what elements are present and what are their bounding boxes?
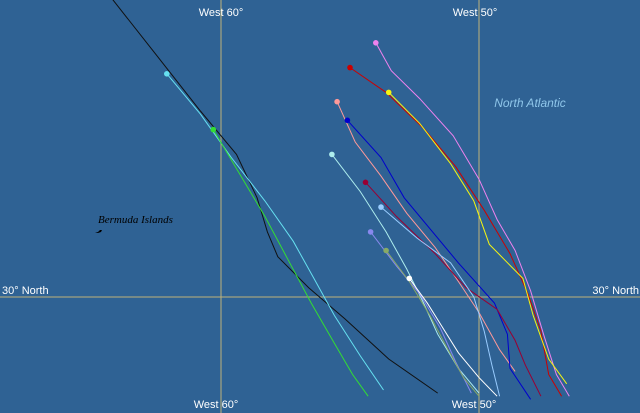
storm-track-5 [349, 67, 563, 397]
storm-track-8 [347, 119, 532, 400]
storm-start-marker-5 [347, 64, 353, 71]
storm-start-marker-9 [362, 179, 369, 186]
storm-start-marker-11 [378, 204, 384, 210]
ocean-label: North Atlantic [494, 96, 566, 110]
storm-start-marker-7 [334, 98, 340, 105]
storm-start-marker-8 [344, 117, 351, 124]
storm-start-marker-4 [373, 40, 379, 46]
west60-bottom-label: West 60° [194, 399, 239, 411]
storm-start-marker-13 [383, 247, 389, 254]
bermuda-island-shape [95, 230, 102, 233]
storm-track-12 [370, 231, 472, 394]
storm-track-1 [112, 0, 438, 394]
storm-track-6 [388, 92, 568, 385]
west50-top-label: West 50° [453, 7, 498, 19]
storm-track-13 [385, 250, 480, 397]
storm-start-marker-2 [164, 71, 170, 77]
storm-start-marker-14 [406, 275, 413, 282]
west50-bottom-label: West 50° [452, 399, 497, 411]
storm-start-marker-6 [385, 89, 392, 96]
bermuda-label: Bermuda Islands [98, 214, 173, 226]
north30-left-label: 30° North [2, 285, 49, 297]
storm-tracks [112, 0, 570, 400]
storm-start-marker-10 [329, 151, 335, 158]
north30-right-label: 30° North [592, 285, 639, 297]
storm-track-3 [212, 129, 369, 397]
storm-track-14 [408, 278, 498, 397]
storm-start-marker-12 [367, 229, 374, 235]
storm-track-11 [380, 206, 501, 397]
storm-track-4 [375, 42, 570, 397]
storm-start-marker-3 [210, 126, 217, 133]
storm-track-7 [336, 101, 516, 372]
storm-track-9 [365, 181, 542, 397]
west60-top-label: West 60° [199, 7, 244, 19]
